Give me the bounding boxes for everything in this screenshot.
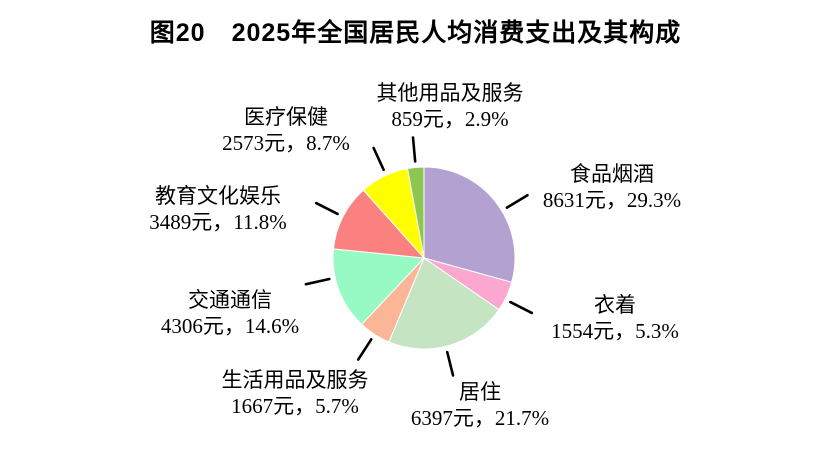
pie-label-name: 食品烟酒 xyxy=(570,162,654,186)
pie-label-name: 交通通信 xyxy=(188,288,272,312)
pie-label-value: 859元，2.9% xyxy=(391,107,509,131)
pie-label-name: 生活用品及服务 xyxy=(221,368,369,392)
pie-label-household-goods-services: 生活用品及服务 1667元，5.7% xyxy=(222,367,369,419)
pie-label-housing: 居住 6397元，21.7% xyxy=(411,379,549,431)
pie-label-value: 1554元，5.3% xyxy=(551,319,679,343)
pie-label-clothing: 衣着 1554元，5.3% xyxy=(551,292,679,344)
pie-label-name: 居住 xyxy=(459,380,501,404)
pie-label-food-tobacco-alcohol: 食品烟酒 8631元，29.3% xyxy=(543,161,681,213)
pie-tick-7 xyxy=(411,136,417,163)
pie-slice-2 xyxy=(388,257,500,350)
pie-label-value: 8631元，29.3% xyxy=(542,188,682,212)
chart-title: 图20 2025年全国居民人均消费支出及其构成 xyxy=(149,19,682,47)
pie-label-name: 其他用品及服务 xyxy=(376,81,524,105)
pie-tick-0 xyxy=(505,193,529,209)
pie-label-name: 衣着 xyxy=(594,293,636,317)
pie-label-name: 教育文化娱乐 xyxy=(155,184,281,208)
pie-label-value: 4306元，14.6% xyxy=(160,314,300,338)
pie-tick-6 xyxy=(372,146,385,172)
pie-slice-5 xyxy=(332,189,426,259)
pie-label-other-goods-services: 其他用品及服务 859元，2.9% xyxy=(377,80,524,132)
pie-tick-5 xyxy=(314,201,339,216)
pie-label-healthcare: 医疗保健 2573元，8.7% xyxy=(222,104,350,156)
pie-label-education-culture-entertainment: 教育文化娱乐 3489元，11.8% xyxy=(149,183,286,235)
pie-tick-3 xyxy=(356,338,373,361)
pie-label-value: 1667元，5.7% xyxy=(231,394,359,418)
pie-tick-2 xyxy=(445,350,455,377)
pie-label-name: 医疗保健 xyxy=(244,105,328,129)
pie-label-value: 2573元，8.7% xyxy=(222,131,350,155)
pie-slice-0 xyxy=(423,166,516,283)
pie-tick-1 xyxy=(509,300,534,315)
pie-slice-7 xyxy=(406,166,425,259)
pie-label-transport-communication: 交通通信 4306元，14.6% xyxy=(161,287,299,339)
pie-tick-4 xyxy=(304,277,331,286)
pie-label-value: 6397元，21.7% xyxy=(410,406,550,430)
pie-label-value: 3489元，11.8% xyxy=(149,210,287,234)
pie-slice-4 xyxy=(332,248,426,326)
